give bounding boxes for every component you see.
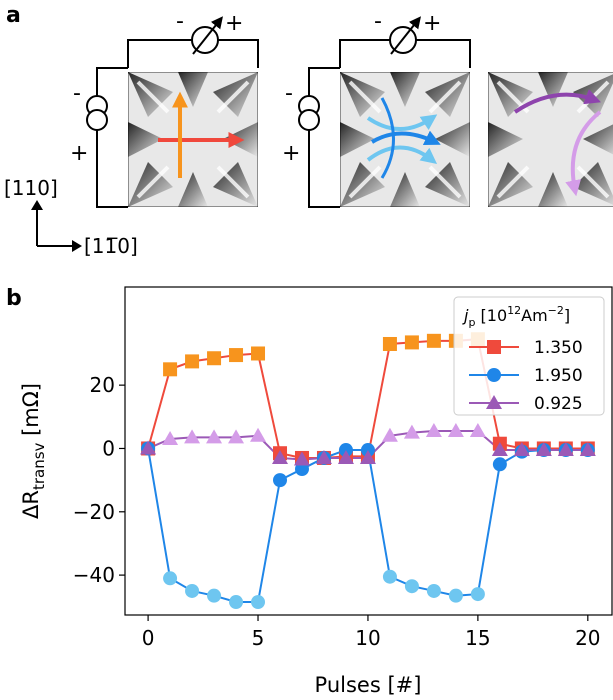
legend-marker bbox=[487, 340, 501, 354]
panel-b: b Pulses [#] ΔRtransv [mΩ] −40 −20 0 20 0 5 10… bbox=[6, 286, 612, 697]
marker bbox=[493, 457, 507, 471]
marker bbox=[207, 589, 221, 603]
legend-title-part: ] bbox=[564, 306, 570, 325]
series-line bbox=[148, 448, 588, 602]
y-label-sub: transv bbox=[30, 442, 48, 490]
meter-plus: + bbox=[225, 11, 243, 36]
y-tick-label: 20 bbox=[90, 373, 115, 397]
y-tick-label: −40 bbox=[73, 563, 115, 587]
source bbox=[87, 110, 107, 130]
y-label-main: ΔR bbox=[19, 490, 43, 519]
marker bbox=[427, 584, 441, 598]
legend-title-part: 12 bbox=[507, 304, 521, 317]
panel-label: b bbox=[6, 286, 22, 311]
marker bbox=[383, 570, 397, 584]
source-plus: + bbox=[70, 141, 88, 166]
legend-label: 1.350 bbox=[534, 338, 583, 358]
source-plus: + bbox=[282, 141, 300, 166]
x-tick-label: 10 bbox=[355, 626, 380, 650]
legend-title-part: [10 bbox=[475, 306, 507, 325]
y-tick-label: −20 bbox=[73, 500, 115, 524]
meter-minus: - bbox=[374, 9, 382, 34]
marker bbox=[185, 584, 199, 598]
marker bbox=[449, 589, 463, 603]
legend-title-part: p bbox=[468, 316, 475, 329]
marker bbox=[251, 595, 265, 609]
marker bbox=[427, 334, 441, 348]
x-tick-label: 20 bbox=[575, 626, 600, 650]
y-label-unit: [mΩ] bbox=[19, 383, 43, 443]
legend-marker bbox=[487, 368, 501, 382]
panel-a: a - + - + - + - + [110] [11̅0] bbox=[4, 3, 613, 258]
legend-title-part: Am bbox=[521, 306, 548, 325]
marker bbox=[405, 335, 419, 349]
legend-label: 1.950 bbox=[534, 366, 583, 386]
legend-title-part: −2 bbox=[548, 304, 564, 317]
marker bbox=[383, 337, 397, 351]
source bbox=[299, 110, 319, 130]
marker bbox=[251, 346, 265, 360]
y-tick-label: 0 bbox=[102, 436, 115, 460]
marker bbox=[250, 428, 266, 442]
direction-arrows bbox=[37, 205, 76, 246]
figure: a - + - + - + - + [110] [11̅0] b Pulses … bbox=[0, 0, 613, 700]
y-axis-label: ΔRtransv [mΩ] bbox=[19, 383, 48, 519]
axis-y-direction: [110] bbox=[4, 176, 58, 200]
marker bbox=[229, 348, 243, 362]
x-tick-label: 0 bbox=[142, 626, 155, 650]
sample bbox=[488, 72, 613, 207]
x-tick-label: 15 bbox=[465, 626, 490, 650]
marker bbox=[163, 362, 177, 376]
meter-minus: - bbox=[176, 9, 184, 34]
panel-label: a bbox=[6, 3, 21, 28]
marker bbox=[273, 473, 287, 487]
x-axis-label: Pulses [#] bbox=[315, 673, 422, 697]
axis-x-direction: [11̅0] bbox=[84, 234, 138, 258]
marker bbox=[207, 351, 221, 365]
marker bbox=[405, 579, 419, 593]
marker bbox=[163, 571, 177, 585]
marker bbox=[229, 595, 243, 609]
sample bbox=[340, 72, 470, 207]
legend-label: 0.925 bbox=[534, 394, 583, 414]
source-minus: - bbox=[285, 81, 293, 106]
meter-plus: + bbox=[423, 11, 441, 36]
marker bbox=[471, 587, 485, 601]
marker bbox=[185, 354, 199, 368]
source-minus: - bbox=[73, 81, 81, 106]
x-tick-label: 5 bbox=[252, 626, 265, 650]
arrowheads bbox=[31, 200, 82, 252]
